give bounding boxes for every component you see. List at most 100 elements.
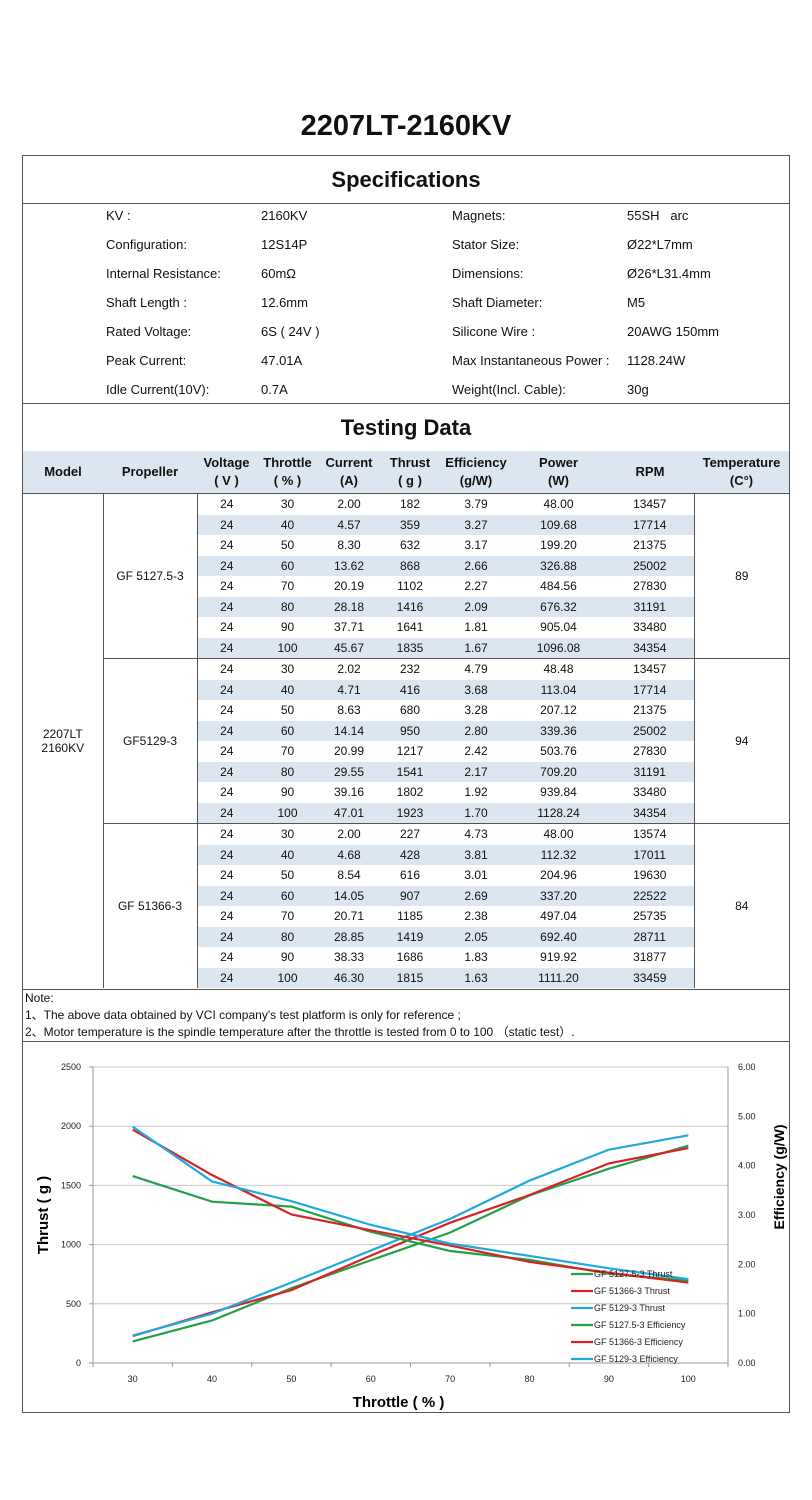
data-cell: 70 <box>280 744 295 759</box>
data-cell: 24 <box>197 555 256 576</box>
legend-label: GF 51366-3 Efficiency <box>594 1337 683 1347</box>
data-cell: 24 <box>220 868 234 883</box>
legend-label: GF 5127.5-3 Efficiency <box>594 1320 686 1330</box>
data-cell: 113.04 <box>511 679 606 700</box>
data-cell: 40 <box>256 514 319 535</box>
data-cell: 4.73 <box>441 823 511 845</box>
data-cell: 2.02 <box>319 658 379 680</box>
data-cell: 39.16 <box>333 785 365 800</box>
data-cell: 3.27 <box>441 514 511 535</box>
notes: Note: 1、The above data obtained by VCI co… <box>23 989 789 1041</box>
spec-label: Stator Size: <box>452 237 520 252</box>
data-cell: 359 <box>379 514 441 535</box>
column-header: Voltage( V ) <box>197 451 256 494</box>
data-cell: 8.54 <box>337 868 361 883</box>
data-cell: 109.68 <box>511 514 606 535</box>
data-cell: 2.27 <box>464 579 488 594</box>
data-cell: 70 <box>280 579 295 594</box>
data-cell: 28.85 <box>319 926 379 947</box>
column-header: Propeller <box>103 451 197 494</box>
data-cell: 30 <box>256 658 319 680</box>
model-cell: 2207LT 2160KV <box>23 493 104 988</box>
data-cell: 2.80 <box>441 720 511 741</box>
data-cell: 1.81 <box>464 620 488 635</box>
table-row: 24 80 29.55 1541 2.17 709.20 31191 <box>23 761 789 782</box>
data-cell: 90 <box>280 785 295 800</box>
data-cell: 24 <box>197 967 256 988</box>
data-cell: 38.33 <box>333 950 365 965</box>
column-header: Temperature (C°) <box>694 451 789 494</box>
data-cell: 1641 <box>396 620 424 635</box>
data-cell: 24 <box>220 538 234 553</box>
specifications-heading: Specifications <box>23 156 789 204</box>
spec-value: 12S14P <box>261 237 308 252</box>
data-cell: 20.71 <box>333 909 365 924</box>
data-cell: 24 <box>220 703 234 718</box>
data-cell: 950 <box>379 720 441 741</box>
data-cell: 60 <box>256 555 319 576</box>
spec-label: Max Instantaneous Power : <box>452 353 610 368</box>
data-cell: 31191 <box>606 596 694 617</box>
temperature-cell: 89 <box>693 493 789 659</box>
series-line <box>132 1144 689 1343</box>
data-cell: 60 <box>256 885 319 906</box>
data-cell: 4.79 <box>441 658 511 680</box>
data-cell: 17011 <box>606 844 694 865</box>
table-header-row: Model Propeller Voltage( V ) Throttle( % ) C… <box>23 451 789 494</box>
data-cell: 28.18 <box>319 596 379 617</box>
spec-value: 55SH arc <box>627 208 689 223</box>
data-cell: 4.57 <box>319 514 379 535</box>
data-cell: 46.30 <box>319 967 379 988</box>
legend-label: GF 5127.5-3 Thrust <box>594 1269 673 1279</box>
data-cell: 1419 <box>379 926 441 947</box>
data-cell: 1.67 <box>441 637 511 659</box>
data-cell: 1416 <box>379 596 441 617</box>
temperature-cell: 84 <box>693 823 789 988</box>
data-cell: 112.32 <box>511 844 606 865</box>
data-cell: 24 <box>197 926 256 947</box>
spec-label: Internal Resistance: <box>106 266 221 281</box>
table-row: 24 40 4.57 359 3.27 109.68 17714 <box>23 514 789 535</box>
data-cell: 100 <box>256 967 319 988</box>
data-cell: 47.01 <box>319 802 379 824</box>
data-cell: 3.17 <box>464 538 488 553</box>
table-row: 24 60 13.62 868 2.66 326.88 25002 <box>23 555 789 576</box>
data-cell: 48.00 <box>543 497 574 512</box>
x-tick-label: 50 <box>286 1374 296 1384</box>
legend-label: GF 5129-3 Thrust <box>594 1303 665 1313</box>
data-cell: 8.63 <box>337 703 361 718</box>
x-tick-label: 60 <box>366 1374 376 1384</box>
data-cell: 34354 <box>606 637 694 659</box>
data-cell: 14.05 <box>319 885 379 906</box>
table-row: 24 80 28.85 1419 2.05 692.40 28711 <box>23 926 789 947</box>
data-cell: 232 <box>379 658 441 680</box>
table-row: 24 70 20.71 1185 2.38 497.04 25735 <box>23 906 789 927</box>
spec-value: 2160KV <box>261 208 308 223</box>
data-cell: 34354 <box>606 802 694 824</box>
temperature-cell: 94 <box>693 658 789 824</box>
x-tick-label: 70 <box>445 1374 455 1384</box>
y2-tick-label: 4.00 <box>738 1161 756 1171</box>
data-cell: 13574 <box>606 823 694 845</box>
table-row: 24 90 37.71 1641 1.81 905.04 33480 <box>23 617 789 638</box>
data-cell: 80 <box>256 761 319 782</box>
data-cell: 24 <box>220 744 234 759</box>
spec-value: 1128.24W <box>627 353 686 368</box>
data-cell: 2.69 <box>441 885 511 906</box>
page-title: 2207LT-2160KV <box>300 110 512 142</box>
column-header: Throttle( % ) <box>256 451 319 494</box>
table-row: 24 40 4.71 416 3.68 113.04 17714 <box>23 679 789 700</box>
data-cell: 24 <box>220 579 234 594</box>
table-row: 24 90 39.16 1802 1.92 939.84 33480 <box>23 782 789 803</box>
data-cell: 2.05 <box>441 926 511 947</box>
data-cell: 48.48 <box>511 658 606 680</box>
data-cell: 1541 <box>379 761 441 782</box>
data-cell: 29.55 <box>319 761 379 782</box>
data-cell: 40 <box>256 844 319 865</box>
data-cell: 503.76 <box>540 744 577 759</box>
data-cell: 24 <box>197 514 256 535</box>
data-cell: 24 <box>197 679 256 700</box>
y2-tick-label: 1.00 <box>738 1309 756 1319</box>
data-cell: 3.68 <box>441 679 511 700</box>
data-cell: 939.84 <box>540 785 577 800</box>
